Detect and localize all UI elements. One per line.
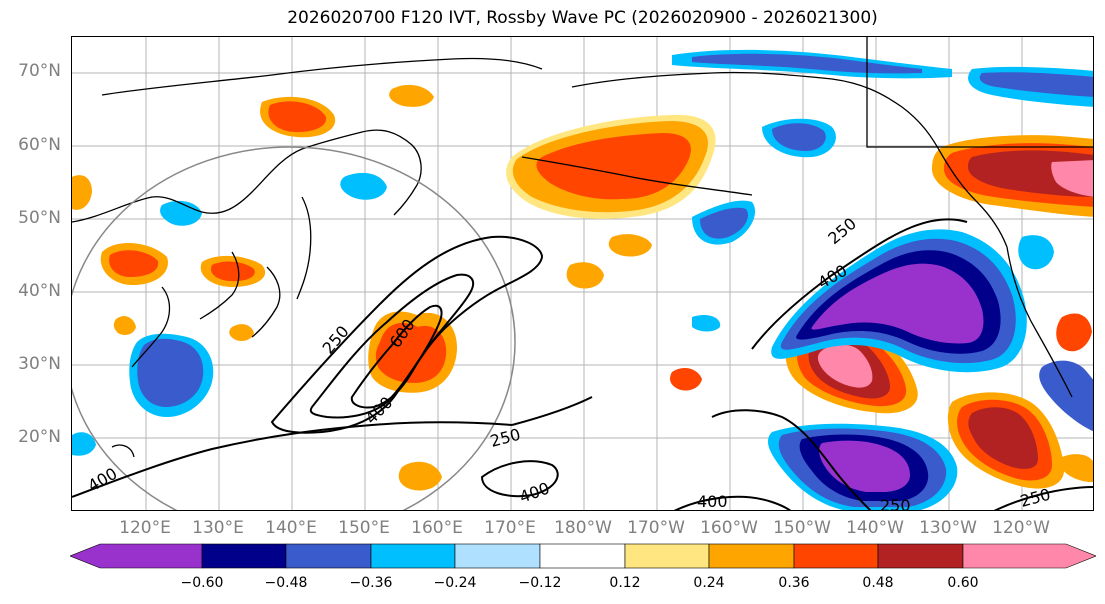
colorbar-segment xyxy=(70,543,203,569)
lon-label-180w: 180°W xyxy=(554,518,612,538)
lat-label-70n: 70°N xyxy=(18,61,61,81)
contour-label: 400 xyxy=(517,478,552,506)
map-canvas: 250 400 600 250 400 250 400 400 250 400 … xyxy=(72,37,1093,511)
colorbar-segments xyxy=(70,543,1096,569)
colorbar-tick: −0.36 xyxy=(349,575,393,591)
negative-anomaly-shading xyxy=(72,49,1093,510)
lon-label-140w: 140°W xyxy=(846,518,904,538)
lon-label-170w: 170°W xyxy=(627,518,685,538)
colorbar-tick: 0.48 xyxy=(862,575,894,591)
lon-label-130e: 130°E xyxy=(192,518,244,538)
colorbar-tick: −0.24 xyxy=(433,575,477,591)
contour-label: 250 xyxy=(1018,485,1052,511)
rossby-wave-region-outline xyxy=(72,146,516,510)
lon-label-160e: 160°E xyxy=(411,518,463,538)
colorbar-segment xyxy=(454,543,541,569)
colorbar-tick: −0.12 xyxy=(518,575,562,591)
map-title: 2026020700 F120 IVT, Rossby Wave PC (202… xyxy=(287,8,878,28)
colorbar-segment xyxy=(285,543,372,569)
colorbar-segment xyxy=(539,543,626,569)
lon-label-140e: 140°E xyxy=(265,518,317,538)
ivt-contours xyxy=(72,218,1093,510)
contour-label: 250 xyxy=(488,425,522,451)
lon-label-150w: 150°W xyxy=(773,518,831,538)
lon-label-130w: 130°W xyxy=(919,518,977,538)
lat-label-30n: 30°N xyxy=(18,354,61,374)
colorbar-tick: 0.60 xyxy=(947,575,979,591)
colorbar-segment xyxy=(793,543,879,569)
colorbar-segment xyxy=(877,543,964,569)
colorbar-segment xyxy=(708,543,795,569)
lon-label-120w: 120°W xyxy=(992,518,1050,538)
colorbar-segment xyxy=(624,543,710,569)
colorbar xyxy=(70,543,1096,569)
colorbar-segment xyxy=(962,543,1096,569)
colorbar-tick: 0.24 xyxy=(693,575,725,591)
colorbar-segment xyxy=(201,543,287,569)
contour-label: 250 xyxy=(319,322,353,358)
lon-label-120e: 120°E xyxy=(119,518,171,538)
lat-label-60n: 60°N xyxy=(18,135,61,155)
colorbar-tick: −0.60 xyxy=(180,575,224,591)
colorbar-tick: −0.48 xyxy=(264,575,308,591)
lon-label-150e: 150°E xyxy=(338,518,390,538)
lat-label-20n: 20°N xyxy=(18,427,61,447)
colorbar-tick: 0.36 xyxy=(778,575,810,591)
lon-label-170e: 170°E xyxy=(484,518,536,538)
lon-label-160w: 160°W xyxy=(700,518,758,538)
contour-label: 400 xyxy=(697,492,728,511)
lat-label-50n: 50°N xyxy=(18,208,61,228)
positive-anomaly-shading xyxy=(72,84,1093,491)
contour-label: 250 xyxy=(880,496,911,511)
map-panel: 250 400 600 250 400 250 400 400 250 400 … xyxy=(71,36,1094,511)
coastlines xyxy=(72,37,1093,458)
lat-label-40n: 40°N xyxy=(18,281,61,301)
colorbar-segment xyxy=(370,543,456,569)
colorbar-tick: 0.12 xyxy=(609,575,641,591)
